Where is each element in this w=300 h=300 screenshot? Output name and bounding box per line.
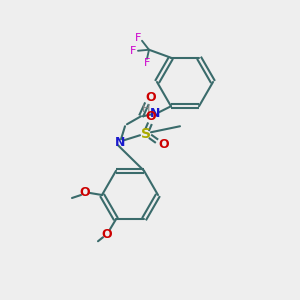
Text: N: N	[150, 107, 160, 120]
Text: F: F	[144, 58, 150, 68]
Text: O: O	[80, 185, 90, 199]
Text: S: S	[141, 127, 151, 141]
Text: O: O	[159, 138, 169, 151]
Text: O: O	[146, 110, 156, 123]
Text: H: H	[142, 104, 150, 114]
Text: N: N	[115, 136, 125, 149]
Text: O: O	[102, 228, 112, 241]
Text: F: F	[135, 33, 141, 43]
Text: O: O	[146, 91, 156, 104]
Text: F: F	[130, 46, 136, 56]
